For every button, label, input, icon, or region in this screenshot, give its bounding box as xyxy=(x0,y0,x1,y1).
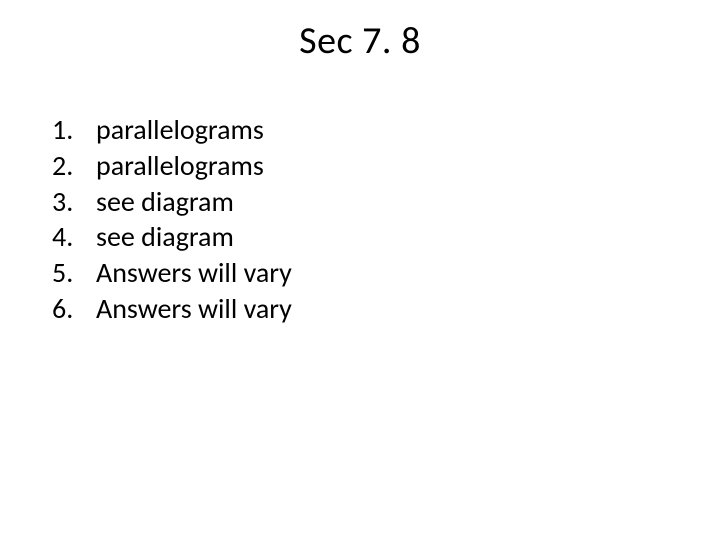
list-number: 2. xyxy=(52,148,92,184)
list-item: 4. see diagram xyxy=(52,219,680,255)
list-item: 6. Answers will vary xyxy=(52,291,680,327)
list-item: 1. parallelograms xyxy=(52,112,680,148)
page-title: Sec 7. 8 xyxy=(40,18,680,64)
list-text: Answers will vary xyxy=(92,255,292,291)
slide-container: Sec 7. 8 1. parallelograms 2. parallelog… xyxy=(0,0,720,540)
list-item: 2. parallelograms xyxy=(52,148,680,184)
list-number: 4. xyxy=(52,219,92,255)
list-number: 3. xyxy=(52,184,92,220)
list-number: 5. xyxy=(52,255,92,291)
list-item: 5. Answers will vary xyxy=(52,255,680,291)
list-number: 6. xyxy=(52,291,92,327)
list-text: see diagram xyxy=(92,219,234,255)
list-text: parallelograms xyxy=(92,148,264,184)
list-text: parallelograms xyxy=(92,112,264,148)
answer-list: 1. parallelograms 2. parallelograms 3. s… xyxy=(40,112,680,327)
list-text: Answers will vary xyxy=(92,291,292,327)
list-item: 3. see diagram xyxy=(52,184,680,220)
list-text: see diagram xyxy=(92,184,234,220)
list-number: 1. xyxy=(52,112,92,148)
